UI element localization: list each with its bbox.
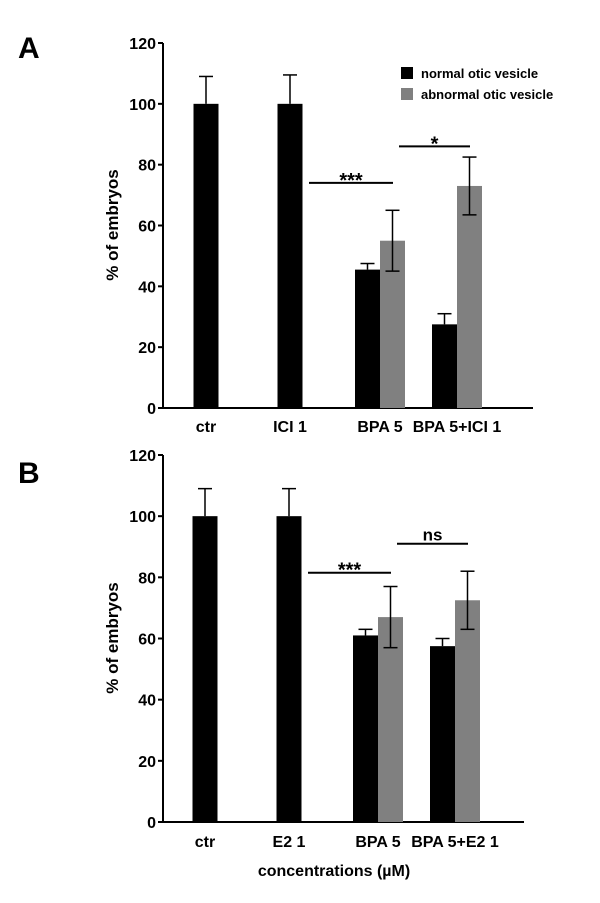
panel-label-a: A [18, 32, 40, 65]
x-tick-label: ctr [195, 834, 215, 851]
y-tick-label: 0 [147, 401, 156, 418]
bar-normal [353, 635, 378, 822]
bar-abnormal [455, 600, 480, 822]
y-tick-label: 0 [147, 815, 156, 832]
significance-label: *** [339, 170, 363, 192]
significance-label: * [431, 133, 439, 155]
bar-normal [430, 646, 455, 822]
y-tick-label: 60 [138, 219, 156, 236]
x-axis-title: concentrations (µM) [258, 863, 410, 880]
legend: normal otic vesicle abnormal otic vesicl… [401, 66, 553, 102]
x-tick-label: BPA 5+ICI 1 [413, 419, 502, 436]
bar-abnormal [457, 185, 482, 408]
legend-label-normal: normal otic vesicle [421, 66, 538, 81]
y-axis-title: % of embryos [103, 582, 122, 693]
legend-swatch-abnormal [401, 88, 413, 100]
y-tick-label: 60 [138, 632, 156, 649]
x-tick-label: E2 1 [273, 834, 306, 851]
y-tick-label: 40 [138, 279, 156, 296]
x-tick-label: BPA 5+E2 1 [411, 834, 499, 851]
bar-normal [192, 516, 218, 822]
x-tick-label: ICI 1 [273, 419, 307, 436]
y-tick-label: 120 [129, 448, 156, 465]
bar-normal [277, 103, 303, 408]
y-tick-label: 40 [138, 693, 156, 710]
bar-normal [276, 516, 302, 822]
bar-normal [193, 103, 219, 408]
bar-abnormal [378, 617, 403, 822]
panel-a: 0 20 40 60 80 100 120 % of embryos ctr ICI 1 BPA 5… [103, 36, 533, 436]
y-tick-label: 100 [129, 97, 156, 114]
legend-label-abnormal: abnormal otic vesicle [421, 87, 553, 102]
y-tick-label: 120 [129, 36, 156, 53]
y-tick-label: 100 [129, 509, 156, 526]
y-tick-label: 80 [138, 570, 156, 587]
x-tick-label: ctr [196, 419, 216, 436]
significance-label: *** [338, 560, 362, 582]
x-tick-label: BPA 5 [357, 419, 402, 436]
legend-swatch-normal [401, 67, 413, 79]
significance-label: ns [423, 526, 443, 545]
x-tick-label: BPA 5 [355, 834, 400, 851]
y-tick-label: 20 [138, 754, 156, 771]
y-tick-label: 80 [138, 158, 156, 175]
y-tick-label: 20 [138, 340, 156, 357]
bar-normal [355, 269, 380, 408]
panel-label-b: B [18, 457, 40, 490]
y-axis-title: % of embryos [103, 169, 122, 280]
panel-b: 0 20 40 60 80 100 120 % of embryos ctr E2 1 BPA 5 B… [103, 448, 524, 851]
bar-normal [432, 324, 457, 408]
